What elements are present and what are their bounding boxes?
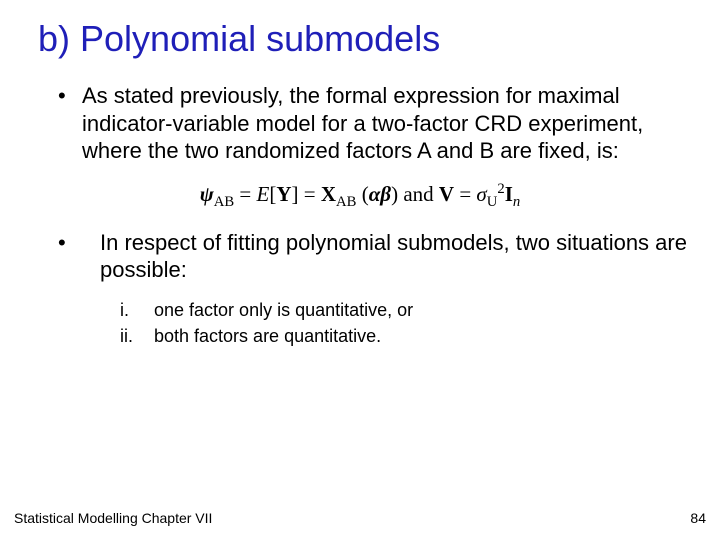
sublist-text-i: one factor only is quantitative, or <box>154 300 413 320</box>
eq-X-sub: AB <box>336 194 356 210</box>
eq-sigma: σ <box>476 182 486 206</box>
sublist-item-i: i. one factor only is quantitative, or <box>120 298 652 322</box>
eq-rbracket: ] <box>292 182 299 206</box>
footer: Statistical Modelling Chapter VII 84 <box>14 510 706 526</box>
eq-alphabeta: αβ <box>369 182 391 206</box>
eq-I-sub: n <box>513 194 520 210</box>
eq-psi-sub: AB <box>214 194 234 210</box>
slide-title: b) Polynomial submodels <box>38 18 692 60</box>
eq-lparen: ( <box>362 182 369 206</box>
bullet-intro: As stated previously, the formal express… <box>28 82 692 165</box>
sublist-marker-i: i. <box>120 298 129 322</box>
footer-left: Statistical Modelling Chapter VII <box>14 510 212 526</box>
footer-page-number: 84 <box>690 510 706 526</box>
eq-rparen: ) <box>391 182 398 206</box>
eq-psi: ψ <box>200 182 214 206</box>
slide-container: b) Polynomial submodels As stated previo… <box>0 0 720 540</box>
eq-and: and <box>398 182 439 206</box>
equation-block: ψAB = E[Y] = XAB (αβ) and V = σU2In <box>28 181 692 211</box>
sublist: i. one factor only is quantitative, or i… <box>28 298 692 349</box>
eq-V: V <box>439 182 454 206</box>
sublist-item-ii: ii. both factors are quantitative. <box>120 324 652 348</box>
bullet-situations: In respect of fitting polynomial submode… <box>28 229 692 284</box>
eq-sigma-sup: 2 <box>497 181 504 197</box>
eq-X: X <box>321 182 336 206</box>
eq-eq2: = <box>299 182 321 206</box>
eq-Y: Y <box>276 182 291 206</box>
eq-eq1: = <box>234 182 256 206</box>
eq-eq3: = <box>454 182 476 206</box>
eq-E: E <box>257 182 270 206</box>
eq-I: I <box>505 182 513 206</box>
sublist-marker-ii: ii. <box>120 324 133 348</box>
eq-sigma-sub: U <box>487 194 498 210</box>
sublist-text-ii: both factors are quantitative. <box>154 326 381 346</box>
